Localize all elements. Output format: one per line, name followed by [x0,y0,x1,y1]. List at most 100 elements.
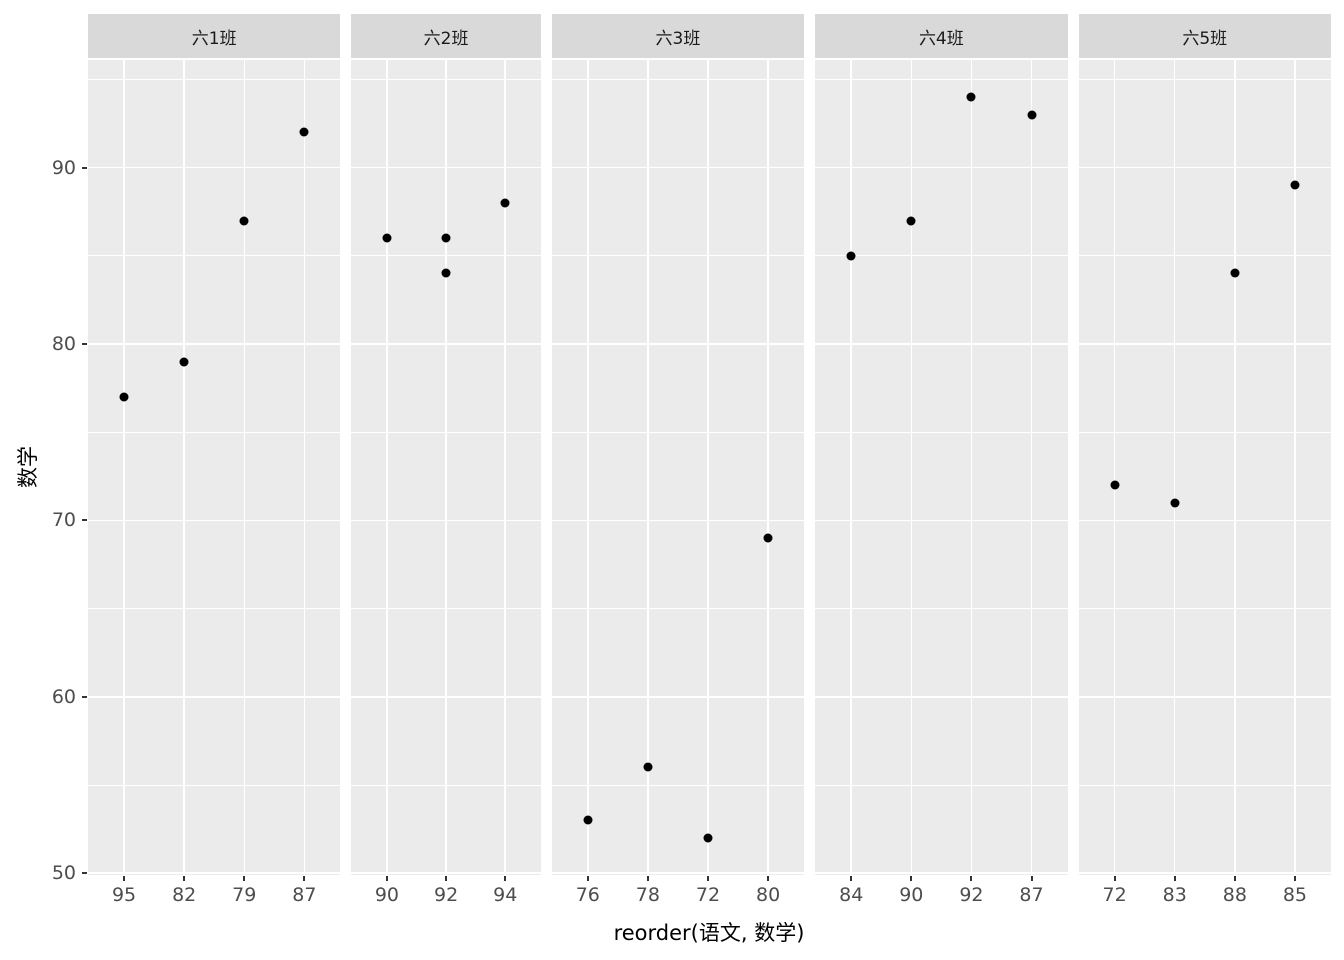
y-axis-tick-mark [82,519,87,522]
data-point [1110,480,1120,490]
data-point [1290,180,1300,190]
facet-panel [1078,60,1331,875]
gridline-minor-horizontal [1078,255,1331,257]
gridline-major-horizontal [1078,872,1331,874]
gridline-minor-horizontal [815,608,1068,610]
facet-strip: 六3班 [551,14,805,58]
gridline-major-horizontal [1078,343,1331,345]
gridline-minor-horizontal [88,784,341,786]
y-axis-tick-mark [82,343,87,345]
gridline-major-vertical [303,60,306,875]
gridline-minor-horizontal [551,79,805,80]
gridline-major-horizontal [88,872,341,874]
x-tick-label: 88 [1222,884,1247,906]
gridline-minor-horizontal [88,431,341,433]
data-point [299,127,309,137]
gridline-minor-horizontal [815,255,1068,257]
x-tick-label: 80 [756,884,781,906]
gridline-major-horizontal [551,872,805,874]
gridline-major-vertical [1030,60,1033,875]
x-axis-tick-mark [850,876,853,881]
x-axis-tick-mark [970,876,973,881]
gridline-minor-horizontal [1078,431,1331,433]
gridline-minor-horizontal [1078,608,1331,610]
x-axis-tick-mark [767,876,770,881]
x-axis-tick-mark [706,876,709,881]
gridline-major-vertical [767,60,769,875]
x-tick-label: 92 [433,884,459,906]
data-point [703,833,713,843]
y-tick-label: 60 [51,685,76,708]
x-tick-label: 79 [232,884,257,906]
x-axis-tick-mark [1233,876,1236,881]
gridline-major-horizontal [551,343,805,345]
gridline-minor-horizontal [551,784,805,786]
data-point [1230,268,1240,278]
y-tick-label: 90 [51,156,76,179]
gridline-major-vertical [1173,60,1176,875]
data-point [1170,498,1180,508]
gridline-major-horizontal [551,166,805,169]
facet-strip-label: 六3班 [655,28,701,49]
gridline-major-vertical [707,60,709,875]
gridline-major-vertical [386,60,388,875]
gridline-major-vertical [445,60,447,875]
gridline-major-horizontal [88,166,341,169]
x-axis-title: reorder(语文, 数学) [613,921,805,945]
gridline-major-horizontal [815,696,1068,698]
data-point [441,233,451,243]
x-tick-label: 90 [374,884,399,906]
x-tick-label: 90 [899,884,924,906]
x-axis-tick-mark [646,876,649,881]
data-point [500,198,510,208]
y-axis-tick-mark [82,166,87,169]
gridline-major-vertical [123,60,125,875]
data-point [846,251,856,261]
data-point [906,216,916,226]
y-tick-label: 80 [51,333,76,355]
x-tick-label: 92 [959,884,984,906]
y-tick-label: 70 [51,509,76,532]
gridline-major-horizontal [815,166,1068,169]
gridline-major-horizontal [551,696,805,698]
facet-panel [815,60,1068,875]
gridline-minor-horizontal [551,255,805,257]
x-tick-label: 84 [839,884,864,906]
gridline-minor-horizontal [1078,784,1331,786]
gridline-major-vertical [183,60,185,875]
gridline-major-horizontal [815,519,1068,522]
facet-panel [88,60,341,875]
gridline-major-vertical [1294,60,1296,875]
facet-strip: 六2班 [351,14,541,58]
facet-strip-label: 六1班 [191,28,237,49]
facet-strip: 六5班 [1078,14,1331,58]
gridline-major-vertical [587,60,589,875]
gridline-minor-horizontal [815,79,1068,80]
data-point [239,216,249,226]
x-tick-label: 87 [292,884,317,906]
x-tick-label: 83 [1162,884,1187,906]
data-point [583,815,593,825]
gridline-major-vertical [243,60,245,875]
gridline-minor-horizontal [88,79,341,80]
x-tick-label: 78 [635,884,660,906]
x-axis-tick-mark [445,876,448,881]
data-point [441,268,451,278]
facet-strip-label: 六2班 [423,28,469,49]
gridline-major-horizontal [551,519,805,522]
y-axis-tick-mark [82,695,87,698]
gridline-minor-horizontal [88,255,341,257]
data-point [966,92,976,102]
data-point [179,357,189,367]
data-point [643,762,653,772]
y-axis-tick-mark [82,872,87,875]
gridline-major-horizontal [1078,519,1331,522]
gridline-major-vertical [647,60,649,875]
x-axis-tick-mark [1030,876,1033,881]
y-axis-title: 数学 [16,446,40,488]
y-tick-label: 50 [51,862,76,885]
facet-strip: 六4班 [815,14,1068,58]
x-axis-tick-mark [385,876,388,881]
gridline-major-vertical [850,60,852,875]
